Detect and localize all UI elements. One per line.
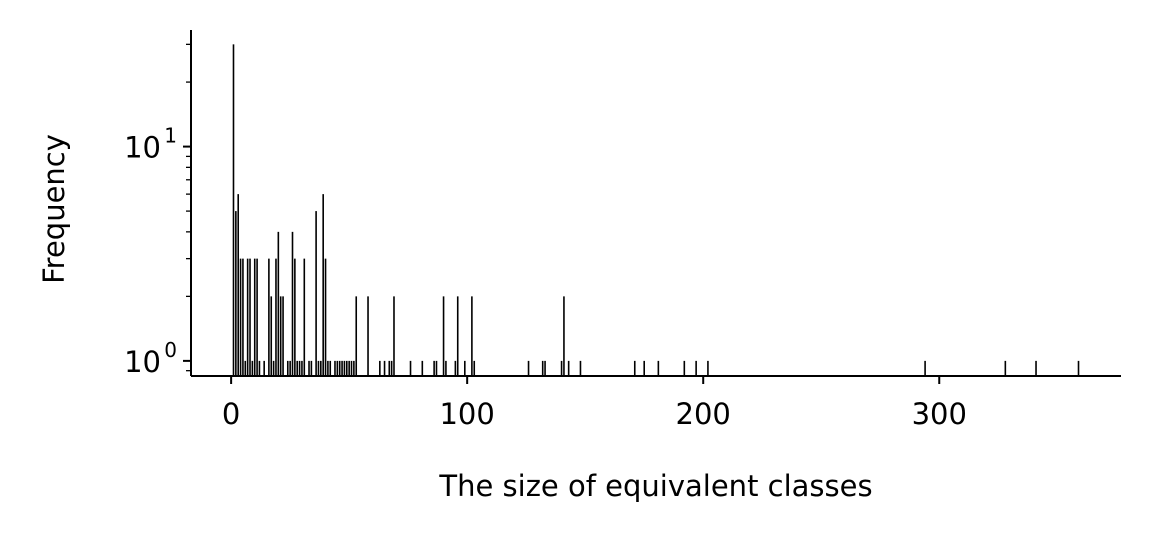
bar <box>442 296 445 376</box>
bar <box>367 296 369 376</box>
bar <box>388 360 391 376</box>
bar <box>433 360 435 376</box>
bar <box>338 360 341 376</box>
bar <box>253 258 256 376</box>
bar <box>390 360 393 376</box>
bar <box>341 360 343 376</box>
bar <box>1004 360 1007 376</box>
bar <box>707 360 709 376</box>
bar <box>695 360 697 376</box>
bar <box>237 194 240 376</box>
bar <box>308 360 310 376</box>
bars-group <box>232 44 1080 376</box>
y-tick-exponent: 1 <box>164 124 177 148</box>
bar <box>310 360 313 376</box>
bar <box>296 360 299 376</box>
bar <box>268 258 270 376</box>
bar <box>579 360 582 376</box>
y-axis-label: Frequency <box>37 134 71 284</box>
bar <box>232 44 235 376</box>
bar <box>1077 360 1080 376</box>
bar <box>322 194 324 376</box>
bar <box>251 360 254 376</box>
bar <box>409 360 412 376</box>
x-tick-label: 100 <box>439 397 494 431</box>
bar <box>464 360 466 376</box>
x-tick-label: 0 <box>222 397 240 431</box>
bar <box>445 360 447 376</box>
bar <box>298 360 301 376</box>
bar <box>282 296 284 376</box>
bar <box>353 360 355 376</box>
x-axis-ticks: 0 100 200 300 <box>222 376 967 431</box>
bar <box>244 360 247 376</box>
bar <box>279 296 282 376</box>
bar <box>355 296 358 376</box>
bar <box>272 360 275 376</box>
bar <box>329 360 332 376</box>
bar <box>1035 360 1037 376</box>
bar <box>303 258 306 376</box>
bar <box>301 360 303 376</box>
bar <box>541 360 544 376</box>
y-tick-label: 10 <box>124 345 161 379</box>
bar <box>379 360 381 376</box>
bar <box>343 360 346 376</box>
bar <box>924 360 926 376</box>
bar <box>249 258 251 376</box>
x-tick-label: 300 <box>912 397 967 431</box>
bar <box>317 360 320 376</box>
bar <box>258 360 261 376</box>
y-tick-label: 10 <box>124 131 161 165</box>
bar <box>456 296 459 376</box>
bar <box>263 360 265 376</box>
bar <box>270 296 273 376</box>
bar <box>560 360 563 376</box>
bar <box>324 258 327 376</box>
bar <box>336 360 339 376</box>
x-axis-label: The size of equivalent classes <box>438 469 872 503</box>
bar <box>563 296 565 376</box>
bar <box>277 231 280 376</box>
bar <box>327 360 329 376</box>
bar <box>421 360 424 376</box>
bar <box>393 296 395 376</box>
bar <box>235 211 237 376</box>
bar <box>256 258 258 376</box>
bar <box>239 258 242 376</box>
x-tick-label: 200 <box>676 397 731 431</box>
bar <box>315 211 317 376</box>
bar <box>435 360 438 376</box>
bar <box>657 360 660 376</box>
bar <box>544 360 546 376</box>
bar <box>350 360 353 376</box>
bar <box>294 258 296 376</box>
bar <box>334 360 336 376</box>
bar <box>567 360 570 376</box>
bar <box>246 258 249 376</box>
bar <box>683 360 686 376</box>
y-tick-exponent: 0 <box>164 338 177 362</box>
bar <box>527 360 530 376</box>
bar <box>291 231 294 376</box>
bar <box>383 360 386 376</box>
bar <box>454 360 457 376</box>
bar <box>320 360 322 376</box>
bar <box>348 360 350 376</box>
bar <box>289 360 291 376</box>
bar <box>633 360 636 376</box>
bar <box>242 258 244 376</box>
bar <box>471 296 473 376</box>
bar <box>345 360 348 376</box>
bar <box>275 258 277 376</box>
bar <box>286 360 289 376</box>
bar <box>473 360 476 376</box>
bar <box>643 360 645 376</box>
